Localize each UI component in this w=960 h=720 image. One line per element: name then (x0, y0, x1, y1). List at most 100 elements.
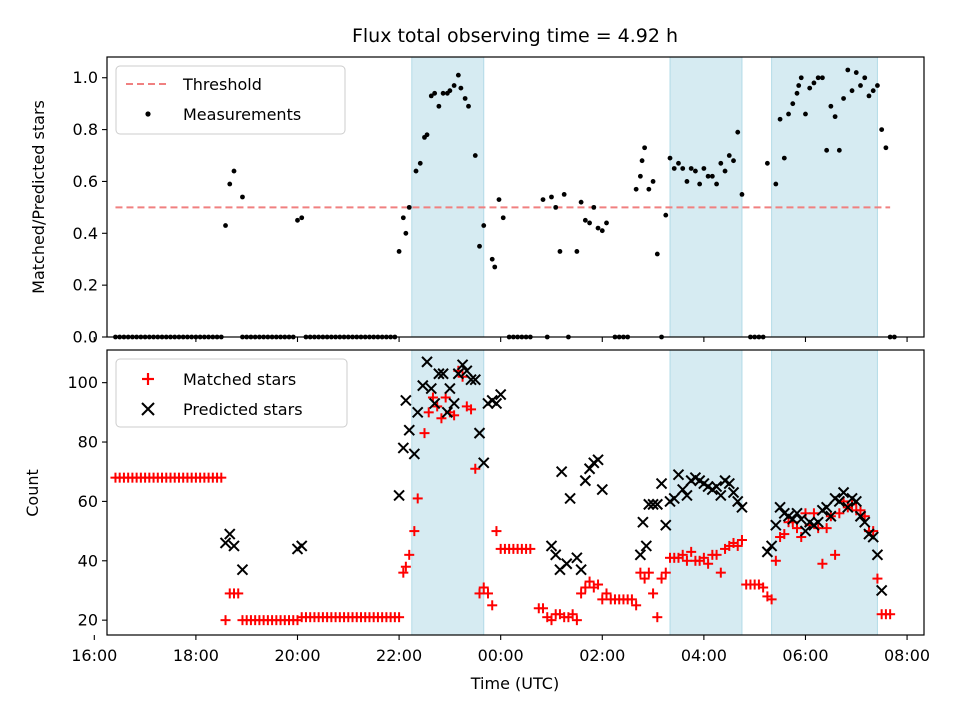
measurement-point (458, 85, 464, 91)
measurement-point (875, 83, 880, 88)
predicted-star-marker (859, 516, 871, 528)
predicted-star-marker (867, 531, 879, 543)
predicted-star-marker (634, 549, 647, 561)
matched-star-marker (482, 588, 493, 599)
predicted-star-marker (437, 368, 449, 380)
matched-star-marker (466, 404, 477, 415)
predicted-star-marker (727, 486, 740, 499)
measurement-point (705, 173, 711, 179)
top-y-tick-label: 0.2 (73, 276, 98, 295)
measurement-point (815, 75, 821, 81)
predicted-star-marker (651, 498, 664, 511)
bottom-y-tick-label: 60 (78, 492, 98, 511)
matched-star-marker (681, 555, 692, 566)
predicted-star-marker (770, 519, 782, 531)
predicted-star-marker (655, 477, 668, 490)
predicted-star-markers (219, 356, 888, 597)
predicted-star-marker (296, 540, 308, 552)
predicted-star-marker (408, 448, 421, 460)
top-y-tick-label: 0.8 (73, 120, 98, 139)
predicted-star-marker (833, 495, 846, 508)
measurement-point (841, 96, 846, 101)
measurement-point (447, 88, 453, 94)
measurement-point (466, 103, 471, 109)
matched-star-marker (470, 463, 481, 474)
bottom-axes-frame (106, 349, 925, 636)
matched-star-marker (398, 567, 409, 578)
measurement-point (714, 181, 719, 187)
measurement-point (849, 88, 855, 94)
measurement-point (866, 93, 872, 99)
predicted-star-marker (425, 382, 437, 395)
measurement-point (642, 145, 648, 151)
predicted-star-marker (787, 513, 799, 525)
matched-star-marker (656, 573, 667, 584)
matched-star-marker (711, 549, 722, 560)
predicted-star-marker (637, 516, 649, 528)
predicted-star-marker (677, 483, 689, 496)
measurement-point (417, 160, 423, 166)
measurement-point (824, 147, 830, 153)
matched-star-marker (491, 526, 502, 537)
measurement-point (591, 204, 597, 210)
matched-star-marker (766, 594, 777, 605)
measurement-point (701, 166, 707, 171)
legend-matched-swatch (142, 373, 154, 385)
measurement-point (406, 204, 412, 210)
matched-star-marker (580, 582, 591, 593)
matched-star-marker (576, 588, 587, 599)
matched-star-marker (597, 594, 608, 605)
measurement-point (413, 168, 419, 174)
predicted-star-marker (850, 495, 862, 508)
bottom-legend-box (115, 358, 348, 428)
measurement-point (803, 111, 808, 117)
measurement-point (663, 212, 669, 218)
x-tick-label: 16:00 (71, 646, 117, 665)
x-tick-label: 18:00 (173, 646, 219, 665)
shaded-interval (771, 56, 878, 338)
predicted-star-marker (433, 368, 445, 380)
measurement-point (726, 153, 732, 158)
matched-star-marker (538, 603, 549, 614)
measurement-point (722, 168, 728, 174)
matched-star-marker (648, 588, 659, 599)
predicted-star-marker (875, 584, 888, 597)
predicted-star-marker (681, 489, 693, 502)
predicted-star-marker (854, 510, 867, 522)
measurement-point (403, 230, 409, 236)
measurement-point (549, 194, 554, 200)
matched-star-marker (601, 588, 612, 599)
predicted-star-marker (799, 525, 812, 537)
x-tick-label: 22:00 (376, 646, 422, 665)
predicted-star-marker (550, 549, 562, 561)
matched-star-marker (233, 588, 244, 599)
predicted-star-marker (575, 563, 587, 576)
predicted-star-marker (571, 552, 583, 564)
matched-star-marker (220, 615, 231, 626)
measurement-point (604, 220, 609, 226)
measurement-point (481, 223, 487, 228)
predicted-star-marker (452, 368, 465, 380)
matched-star-marker (478, 582, 489, 593)
x-axis-label: Time (UTC) (470, 674, 559, 693)
predicted-star-marker (461, 365, 473, 377)
predicted-star-marker (421, 356, 433, 368)
matched-star-marker (830, 549, 841, 560)
measurement-point (432, 90, 438, 96)
predicted-star-marker (672, 468, 685, 481)
measurement-point (553, 204, 559, 210)
measurement-point (396, 249, 402, 254)
measurement-point (790, 101, 796, 107)
measurement-point (440, 90, 446, 96)
shaded-interval (411, 349, 485, 636)
predicted-star-marker (774, 501, 786, 514)
bottom-shaded-intervals (411, 349, 878, 636)
predicted-star-marker (795, 513, 807, 525)
matched-star-marker (216, 472, 227, 483)
matched-star-marker (698, 552, 709, 563)
measurement-point (667, 155, 673, 161)
predicted-star-marker (820, 501, 833, 514)
measurement-point (676, 160, 681, 166)
legend-measurements-label: Measurements (183, 105, 301, 124)
bottom-axis-ticks: 16:00 18:00 20:00 22:00 00:00 02:00 04:00 06:00… (67, 373, 930, 665)
